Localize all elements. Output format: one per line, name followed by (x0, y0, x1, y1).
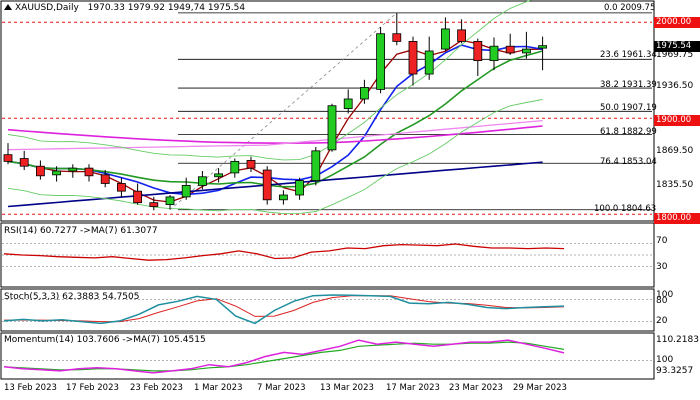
candle-body (133, 190, 143, 204)
date-label: 17 Mar 2023 (386, 383, 440, 393)
ma-darkred-line (7, 39, 543, 203)
rsi-level-70: 70 (656, 236, 668, 246)
candle-body (295, 180, 305, 196)
momentum-axis-mid: 100 (656, 355, 674, 365)
candle-body (84, 167, 94, 177)
bollinger-upper-line (7, 0, 533, 161)
level-tag-2000: 2000.00 (654, 17, 700, 28)
candle-body (473, 41, 483, 62)
candle-body (3, 154, 13, 162)
chart-header: XAUUSD,Daily 1970.33 1979.92 1949,74 197… (4, 3, 245, 13)
fib-label-61-8: 61.8 1882.99 (600, 127, 657, 137)
date-label: 1 Mar 2023 (194, 383, 243, 393)
rsi-line (3, 243, 565, 261)
stoch-level-80: 80 (656, 296, 668, 306)
candle-body (181, 184, 191, 198)
momentum-panel (2, 339, 652, 374)
candle-body (376, 33, 386, 90)
date-label: 23 Mar 2023 (449, 383, 503, 393)
candle-body (36, 165, 45, 177)
ma-pink-line (7, 119, 543, 151)
candle-body (538, 45, 547, 49)
grid-layer (0, 0, 655, 380)
candle-body (246, 160, 256, 169)
candle-body (230, 160, 240, 174)
date-label: 17 Feb 2023 (66, 383, 119, 393)
date-label: 13 Feb 2023 (4, 383, 57, 393)
price-axis-label-1: 1969.75 (656, 50, 694, 60)
date-label: 29 Mar 2023 (513, 383, 567, 393)
price-axis-label-2: 1936.50 (656, 81, 694, 91)
price-axis-label-4: 1835.50 (656, 180, 694, 190)
stoch-title: Stoch(5,3,3) 62.3883 54.7505 (4, 292, 140, 302)
date-label: 7 Mar 2023 (257, 383, 306, 393)
main-panel-frame (0, 0, 655, 222)
ma-blue-line (7, 44, 543, 196)
candle-body (408, 41, 418, 75)
momentum-title: Momentum(14) 103.7606 ->MA(7) 105.4515 (4, 335, 206, 345)
rsi-panel (2, 242, 652, 268)
stoch-axis-top: 100 (656, 290, 674, 300)
candle-body (165, 196, 175, 205)
candle-body (343, 98, 353, 110)
level-tag-1800: 1800.00 (654, 213, 700, 224)
main-panel (2, 0, 652, 215)
fib-label-38-2: 38.2 1931.39 (600, 80, 657, 90)
ma-magenta-line (7, 125, 543, 145)
momentum-panel-frame (0, 332, 655, 380)
level-tag-1900: 1900.00 (654, 115, 700, 126)
ma-green-line (7, 50, 543, 188)
fib-label-50: 50.0 1907.19 (600, 103, 657, 113)
fib-label-100: 100.0 1804.63 (594, 204, 657, 214)
momentum-axis-low: 93.3257 (656, 366, 694, 376)
candle-body (505, 45, 515, 54)
fib-label-76-4: 76.4 1853.04 (600, 157, 657, 167)
rsi-level-30: 30 (656, 262, 668, 272)
candle-body (359, 87, 369, 100)
candle-body (311, 150, 321, 181)
candle-body (117, 183, 126, 192)
candle-body (424, 50, 434, 75)
candle-body (68, 167, 78, 172)
candle-body (214, 173, 224, 178)
bollinger-lower-line (7, 99, 543, 215)
fib-label-0: 0.0 2009.75 (604, 3, 656, 13)
date-label: 23 Feb 2023 (130, 383, 183, 393)
date-label: 13 Mar 2023 (320, 383, 374, 393)
triangle-up-icon (4, 4, 12, 10)
candle-body (278, 194, 288, 201)
ma-navy-line (7, 161, 543, 208)
stoch-level-20: 20 (656, 316, 668, 326)
candle-body (262, 169, 272, 201)
candle-body (392, 33, 402, 42)
candle-body (489, 45, 499, 62)
ohlc-readout: 1970.33 1979.92 1949,74 1975.54 (87, 3, 246, 13)
symbol-label: XAUUSD,Daily (15, 3, 79, 13)
candle-body (197, 176, 207, 186)
momentum-axis-top: 110.2183 (656, 335, 699, 345)
price-axis-label-3: 1869.50 (656, 146, 694, 156)
fib-trend-line (169, 12, 398, 211)
candle-body (440, 28, 450, 50)
rsi-title: RSI(14) 60.7277 ->MA(7) 61.3077 (4, 226, 158, 236)
rsi-panel-frame (0, 222, 655, 288)
candle-body (457, 29, 467, 42)
candle-body (149, 202, 159, 207)
stoch-panel-frame (0, 288, 655, 332)
candle-body (52, 170, 61, 176)
momentum-line (3, 339, 565, 374)
candle-body (19, 158, 29, 167)
stoch-panel (2, 294, 652, 325)
stoch-k-line (3, 294, 565, 325)
fib-label-23-6: 23.6 1961.34 (600, 50, 657, 60)
candle-body (522, 48, 531, 54)
candle-body (327, 105, 337, 151)
stoch-d-line (4, 295, 565, 323)
current-price-tag: 1975.54 (654, 41, 700, 52)
candle-body (100, 174, 110, 184)
momentum-ma-line (3, 341, 565, 372)
